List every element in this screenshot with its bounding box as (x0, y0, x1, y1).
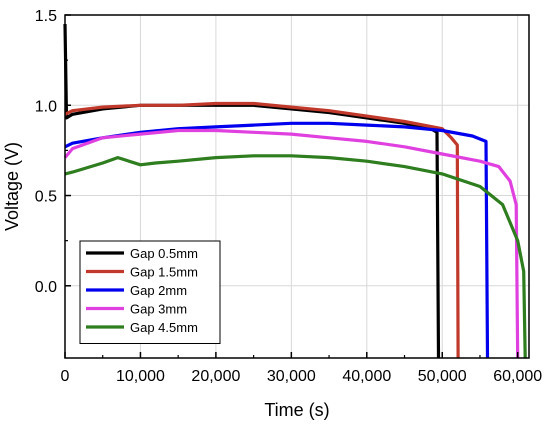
x-tick-label: 0 (61, 368, 70, 385)
y-tick-label: 0.5 (35, 189, 57, 206)
series-layer (63, 23, 527, 359)
legend: Gap 0.5mm Gap 1.5mm Gap 2mm Gap 3mm Gap 4.5m… (79, 240, 221, 344)
legend-label: Gap 4.5mm (130, 320, 198, 335)
legend-label: Gap 3mm (130, 302, 187, 317)
x-tick-label: 60,000 (493, 368, 542, 385)
y-tick-label: 1.5 (35, 8, 57, 25)
legend-label: Gap 1.5mm (130, 265, 198, 280)
x-tick-label: 30,000 (267, 368, 316, 385)
y-tick-label: 1.0 (35, 98, 57, 115)
ticks: 0 10,000 20,000 30,000 40,000 50,000 60,000 0.0… (35, 8, 543, 385)
legend-label: Gap 0.5mm (130, 246, 198, 261)
x-tick-label: 20,000 (191, 368, 240, 385)
x-tick-label: 50,000 (418, 368, 467, 385)
x-tick-label: 40,000 (342, 368, 391, 385)
y-axis-title: Voltage (V) (2, 142, 22, 231)
plot-frame (64, 14, 530, 359)
x-axis-title: Time (s) (264, 400, 329, 420)
y-tick-label: 0.0 (35, 279, 57, 296)
series-line-4 (63, 128, 520, 359)
legend-label: Gap 2mm (130, 283, 187, 298)
series-line-2 (64, 101, 460, 359)
series-line-5 (64, 154, 527, 359)
x-tick-label: 10,000 (116, 368, 165, 385)
series-line-1 (63, 23, 441, 359)
